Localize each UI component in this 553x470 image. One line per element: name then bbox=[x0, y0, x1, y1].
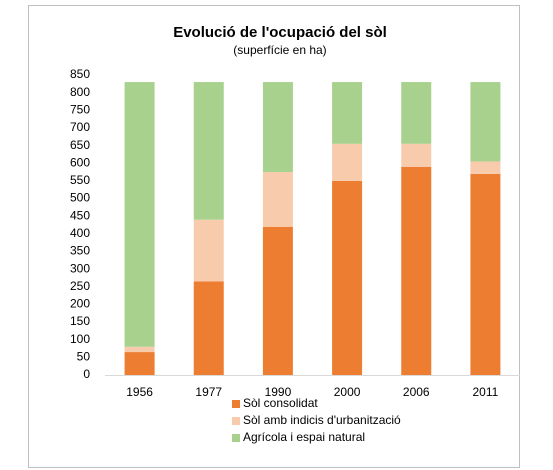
y-tick-label: 150 bbox=[70, 314, 90, 328]
y-tick-label: 600 bbox=[70, 155, 90, 169]
x-tick-label: 2011 bbox=[473, 385, 499, 399]
y-tick-label: 750 bbox=[70, 102, 90, 116]
bar-segment bbox=[262, 172, 293, 227]
y-tick-label: 0 bbox=[83, 367, 90, 381]
bar-segment bbox=[124, 82, 155, 347]
bar-segment bbox=[193, 219, 224, 282]
y-tick-label: 850 bbox=[70, 67, 90, 81]
x-tick-label: 2000 bbox=[334, 385, 361, 399]
y-tick-label: 100 bbox=[70, 332, 90, 346]
y-tick-label: 450 bbox=[70, 208, 90, 222]
bar-segment bbox=[470, 82, 501, 162]
bar-segment bbox=[262, 226, 293, 375]
bar-segment bbox=[401, 166, 432, 375]
legend-label: Agrícola i espai natural bbox=[243, 430, 365, 444]
y-tick-label: 50 bbox=[77, 350, 91, 364]
bar-segment bbox=[401, 82, 432, 144]
bar-segment bbox=[124, 346, 155, 353]
legend-label: Sòl consolidat bbox=[243, 396, 318, 410]
y-tick-label: 250 bbox=[70, 279, 90, 293]
x-tick-label: 1977 bbox=[195, 385, 222, 399]
bar-segment bbox=[470, 161, 501, 174]
x-tick-label: 1956 bbox=[126, 385, 153, 399]
bar-segment bbox=[193, 281, 224, 375]
y-tick-label: 550 bbox=[70, 173, 90, 187]
y-tick-label: 200 bbox=[70, 297, 90, 311]
y-tick-label: 350 bbox=[70, 244, 90, 258]
y-tick-label: 700 bbox=[70, 120, 90, 134]
bar-segment bbox=[401, 143, 432, 167]
bar-segment bbox=[332, 143, 363, 181]
bar-segment bbox=[470, 173, 501, 375]
chart-title: Evolució de l'ocupació del sòl bbox=[173, 24, 387, 41]
bar-segment bbox=[332, 82, 363, 144]
y-tick-label: 800 bbox=[70, 85, 90, 99]
y-tick-label: 650 bbox=[70, 138, 90, 152]
legend-label: Sòl amb indicis d'urbanització bbox=[243, 413, 401, 427]
y-tick-label: 300 bbox=[70, 261, 90, 275]
bar-segment bbox=[332, 180, 363, 375]
legend-swatch bbox=[232, 400, 240, 408]
bar-segment bbox=[193, 82, 224, 220]
bar-segment bbox=[262, 82, 293, 173]
legend-swatch bbox=[232, 434, 240, 442]
x-tick-label: 1990 bbox=[265, 385, 292, 399]
legend-swatch bbox=[232, 417, 240, 425]
chart-subtitle: (superfície en ha) bbox=[233, 43, 326, 57]
x-tick-label: 2006 bbox=[403, 385, 430, 399]
bar-segment bbox=[124, 352, 155, 375]
y-tick-label: 500 bbox=[70, 191, 90, 205]
y-tick-label: 400 bbox=[70, 226, 90, 240]
